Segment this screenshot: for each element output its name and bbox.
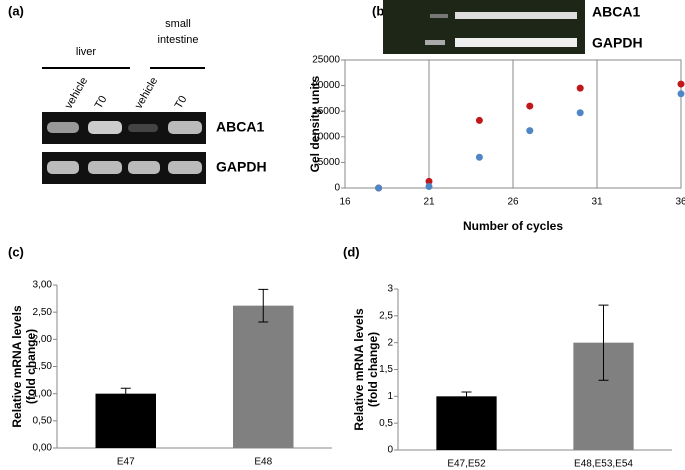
group-label: small	[165, 18, 191, 30]
y-axis-label: Relative mRNA levels	[352, 308, 366, 431]
y-tick-label: 2,00	[33, 334, 53, 345]
band-label: ABCA1	[216, 119, 264, 135]
point	[425, 182, 433, 190]
y-tick-label: 5000	[318, 157, 341, 168]
y-tick-label: 1,00	[33, 388, 53, 399]
gel-bands	[425, 12, 577, 47]
y-axis-label: (fold change)	[366, 332, 380, 407]
x-tick-label: E48,E53,E54	[574, 459, 633, 470]
y-tick-label: 0,5	[379, 418, 393, 429]
point	[576, 109, 584, 117]
y-tick-label: 20000	[312, 80, 340, 91]
lane-label: vehicle	[133, 75, 161, 111]
point	[425, 177, 433, 185]
point	[375, 184, 383, 192]
point	[475, 153, 483, 161]
y-tick-label: 15000	[312, 106, 340, 117]
error-bar	[598, 304, 609, 381]
point	[576, 84, 584, 92]
x-tick-label: E48	[254, 457, 272, 468]
point	[475, 116, 483, 124]
y-tick-label: 2,5	[379, 310, 393, 321]
y-tick-label: 0	[334, 183, 340, 194]
lane-label: vehicle	[63, 75, 91, 111]
x-axis-label: Number of cycles	[463, 219, 563, 233]
x-tick-label: 21	[423, 197, 435, 208]
y-tick-label: 1,5	[379, 364, 393, 375]
point	[526, 102, 534, 110]
y-tick-label: 0	[387, 445, 393, 456]
x-tick-label: 26	[507, 197, 519, 208]
gel-bands	[47, 121, 202, 174]
y-tick-label: 0,00	[33, 443, 53, 454]
error-bar	[258, 288, 269, 323]
error-bar	[461, 391, 472, 402]
y-tick-label: 1	[387, 391, 393, 402]
point	[677, 80, 685, 88]
x-tick-label: E47,E52	[447, 459, 486, 470]
y-axis-label: Relative mRNA levels	[10, 305, 24, 428]
panel-label: (d)	[343, 244, 360, 259]
y-tick-label: 10000	[312, 131, 340, 142]
y-axis-label: Gel density units	[308, 75, 322, 172]
y-tick-label: 2	[387, 337, 393, 348]
bar	[233, 305, 294, 448]
band-label: ABCA1	[592, 4, 640, 20]
y-tick-label: 25000	[312, 55, 340, 66]
x-tick-label: E47	[117, 457, 135, 468]
y-tick-label: 0,50	[33, 415, 53, 426]
y-tick-label: 1,50	[33, 361, 53, 372]
y-tick-label: 2,50	[33, 307, 53, 318]
error-bar	[120, 387, 131, 400]
lane-label: T0	[173, 94, 190, 111]
point	[677, 90, 685, 98]
band-label: GAPDH	[216, 159, 267, 175]
panel-label: (a)	[8, 3, 24, 18]
y-tick-label: 3,00	[33, 280, 53, 291]
x-tick-label: 36	[675, 197, 685, 208]
panel-label: (c)	[8, 244, 24, 259]
bar	[436, 396, 497, 450]
lane-label: T0	[93, 94, 110, 111]
group-label: intestine	[158, 34, 199, 46]
x-tick-label: 16	[339, 197, 351, 208]
y-tick-label: 3	[387, 284, 393, 295]
bar	[95, 393, 156, 448]
y-axis-label: (fold change)	[24, 329, 38, 404]
x-tick-label: 31	[591, 197, 603, 208]
point	[526, 127, 534, 135]
group-label: liver	[76, 46, 97, 58]
band-label: GAPDH	[592, 35, 643, 51]
